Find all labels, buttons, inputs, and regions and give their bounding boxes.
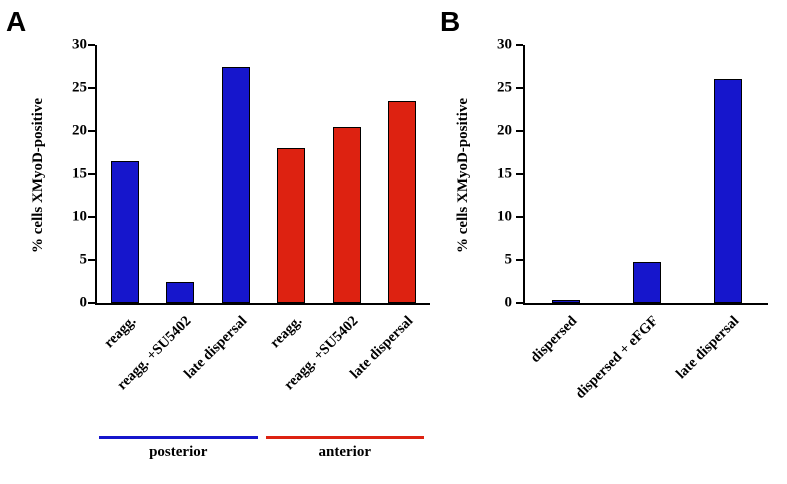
panel-b-label: B (440, 6, 461, 37)
panel-a-label: A (6, 6, 27, 37)
y-axis-ticks: 0 5 10 15 20 25 30 (480, 37, 513, 310)
y-tick-mark (516, 44, 523, 46)
bar (388, 100, 417, 303)
x-labels: dispersed dispersed + eFGF late dispersal (523, 309, 768, 429)
y-tick-mark (88, 259, 95, 261)
plot-area (516, 44, 768, 305)
y-tick-mark (88, 44, 95, 46)
y-tick-mark (516, 130, 523, 132)
bar (551, 300, 580, 303)
panel-b: B % cells XMyoD-positive 0 5 10 15 20 25 30 di… (435, 0, 787, 484)
y-tick-label: 5 (504, 251, 513, 268)
bar (632, 261, 661, 303)
y-tick-label: 10 (72, 208, 87, 225)
y-tick-label: 10 (497, 208, 512, 225)
y-tick-label: 15 (497, 165, 512, 182)
y-tick-label: 15 (72, 165, 87, 182)
x-tick-label: dispersed + eFGF (571, 313, 661, 402)
x-labels: reagg. reagg. +SU5402 late dispersal reagg.… (95, 309, 430, 417)
group-line (99, 436, 258, 439)
y-tick-label: 5 (79, 251, 88, 268)
group-line (265, 436, 424, 439)
y-tick-label: 25 (497, 79, 512, 96)
y-tick-mark (516, 259, 523, 261)
group-annotations: posterior anterior (95, 420, 430, 480)
bar (110, 161, 139, 303)
y-axis-ticks: 0 5 10 15 20 25 30 (55, 37, 88, 310)
y-tick-label: 20 (72, 122, 87, 139)
x-tick-label: dispersed (526, 313, 580, 366)
x-tick-label: reagg. (267, 313, 306, 352)
x-tick-label: late dispersal (672, 313, 742, 383)
y-tick-mark (516, 173, 523, 175)
y-tick-mark (516, 302, 523, 304)
group-label: posterior (149, 444, 208, 460)
y-axis-title: % cells XMyoD-positive (455, 98, 471, 254)
bar (221, 66, 250, 303)
bar (277, 148, 306, 303)
y-axis-title: % cells XMyoD-positive (30, 98, 46, 254)
y-tick-label: 25 (72, 79, 87, 96)
bar (166, 281, 195, 303)
y-tick-mark (88, 130, 95, 132)
x-tick-label: reagg. (100, 313, 140, 352)
y-tick-mark (88, 87, 95, 89)
bar (332, 126, 361, 303)
y-tick-label: 30 (497, 36, 512, 53)
y-tick-label: 30 (72, 36, 87, 53)
plot-area (88, 44, 430, 305)
y-tick-mark (88, 302, 95, 304)
y-tick-mark (516, 87, 523, 89)
y-tick-mark (516, 216, 523, 218)
y-tick-mark (88, 173, 95, 175)
bar (713, 79, 742, 303)
panel-a: A % cells XMyoD-positive 0 5 10 15 20 25 30 re… (6, 6, 430, 480)
y-tick-label: 0 (504, 294, 513, 311)
y-tick-mark (88, 216, 95, 218)
y-tick-label: 20 (497, 122, 512, 139)
y-tick-label: 0 (79, 294, 88, 311)
group-label: anterior (318, 444, 371, 460)
